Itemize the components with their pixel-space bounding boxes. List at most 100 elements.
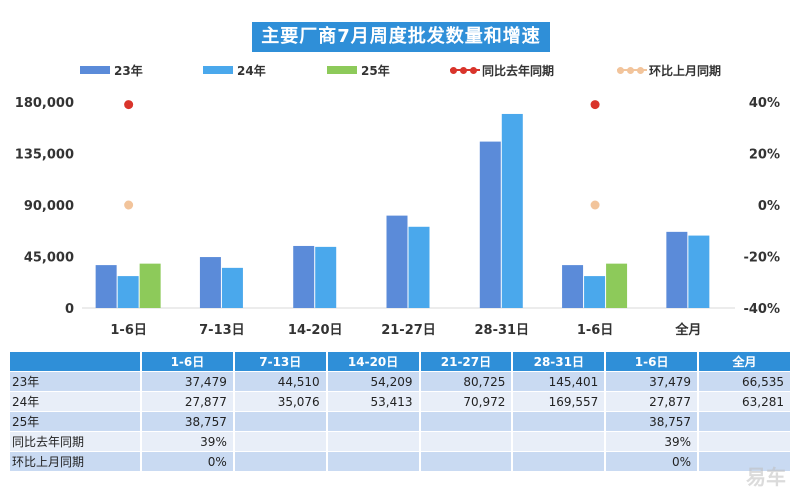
bar-24年 <box>117 276 139 308</box>
bar-23年 <box>199 257 221 308</box>
table-cell: 27,877 <box>142 392 235 412</box>
x-tick-label: 21-27日 <box>381 323 436 338</box>
table-cell <box>327 412 421 432</box>
table-header-cell: 1-6日 <box>606 352 700 372</box>
x-tick-label: 全月 <box>674 322 701 338</box>
y-tick-label: 0 <box>65 302 74 317</box>
y-tick-label: 135,000 <box>15 148 74 163</box>
table-cell: 70,972 <box>420 392 514 412</box>
x-tick-label: 1-6日 <box>577 323 614 338</box>
table-cell: 35,076 <box>234 392 328 412</box>
table-cell: 80,725 <box>420 372 514 392</box>
table-cell: 38,757 <box>142 412 235 432</box>
table-cell: 39% <box>606 432 700 452</box>
table-cell <box>234 452 328 472</box>
table-row: 同比去年同期 39% 39% <box>10 432 792 452</box>
legend-label: 环比上月同期 <box>649 63 722 78</box>
table-cell <box>699 452 792 472</box>
table-cell <box>420 432 514 452</box>
table-cell: 54,209 <box>327 372 421 392</box>
table-body: 23年 37,479 44,510 54,209 80,725 145,401 37,479… <box>10 372 792 472</box>
y2-tick-label: -40% <box>743 302 780 317</box>
legend-marker <box>450 66 480 74</box>
table-row-label: 23年 <box>10 372 142 392</box>
table-cell <box>420 412 514 432</box>
table-header-cell: 28-31日 <box>513 352 607 372</box>
table-row-label: 环比上月同期 <box>10 452 142 472</box>
x-tick-label: 1-6日 <box>110 323 147 338</box>
table-cell: 37,479 <box>606 372 700 392</box>
y-tick-label: 180,000 <box>15 96 74 111</box>
table-cell: 0% <box>142 452 235 472</box>
table-row-label: 同比去年同期 <box>10 432 142 452</box>
table-cell <box>513 432 607 452</box>
y2-tick-label: 40% <box>749 96 780 111</box>
bar-24年 <box>688 235 710 308</box>
table-cell: 39% <box>142 432 235 452</box>
table-cell: 53,413 <box>327 392 421 412</box>
legend-marker <box>80 66 110 74</box>
bar-23年 <box>666 231 688 308</box>
legend-label: 同比去年同期 <box>482 63 555 78</box>
y2-tick-label: 0% <box>758 199 780 214</box>
table-header-cell: 14-20日 <box>327 352 421 372</box>
bar-23年 <box>293 245 315 308</box>
table-cell <box>327 432 421 452</box>
legend-item: 环比上月同期 <box>617 60 721 80</box>
legend-marker <box>617 66 647 74</box>
y-tick-label: 45,000 <box>24 251 74 266</box>
table-row-label: 25年 <box>10 412 142 432</box>
bar-24年 <box>221 267 243 308</box>
bar-23年 <box>562 265 584 308</box>
legend-item: 24年 <box>203 60 266 80</box>
table-row: 23年 37,479 44,510 54,209 80,725 145,401 37,479… <box>10 372 792 392</box>
table-header-row: 1-6日 7-13日 14-20日 21-27日 28-31日 1-6日 全月 <box>10 352 792 372</box>
table-header-cell: 全月 <box>699 352 792 372</box>
point-环比上月同期 <box>590 200 600 210</box>
x-tick-label: 28-31日 <box>474 323 529 338</box>
bar-23年 <box>386 215 408 308</box>
point-同比去年同期 <box>590 100 600 110</box>
chart-svg: 0 45,000 90,000 135,000 180,000 -40% -20% 0% 20%… <box>15 96 780 338</box>
table-row: 24年 27,877 35,076 53,413 70,972 169,557 27,877… <box>10 392 792 412</box>
chart-area: 0 45,000 90,000 135,000 180,000 -40% -20% 0% 20%… <box>15 22 780 338</box>
table-cell: 27,877 <box>606 392 700 412</box>
legend-label: 24年 <box>237 63 266 78</box>
x-tick-label: 14-20日 <box>288 323 343 338</box>
table-cell <box>513 412 607 432</box>
table-row: 25年 38,757 38,757 <box>10 412 792 432</box>
bar-25年 <box>139 263 161 308</box>
legend-item: 23年 <box>80 60 143 80</box>
bar-23年 <box>95 265 117 308</box>
table-corner-cell <box>10 352 142 372</box>
bar-24年 <box>315 246 337 308</box>
y-tick-label: 90,000 <box>24 199 74 214</box>
legend-label: 25年 <box>361 63 390 78</box>
watermark-logo: 易车 <box>746 465 786 489</box>
legend-marker <box>327 66 357 74</box>
y2-tick-label: -20% <box>743 251 780 266</box>
bar-23年 <box>479 141 501 308</box>
bar-24年 <box>501 113 523 308</box>
y2-tick-label: 20% <box>749 148 780 163</box>
legend-item: 同比去年同期 <box>450 60 554 80</box>
data-table: 1-6日 7-13日 14-20日 21-27日 28-31日 1-6日 全月 23年 37,… <box>10 352 792 472</box>
x-tick-label: 7-13日 <box>199 323 245 338</box>
chart-title: 主要厂商7月周度批发数量和增速 <box>252 22 550 52</box>
table-row-label: 24年 <box>10 392 142 412</box>
table-cell <box>513 452 607 472</box>
legend-item: 25年 <box>327 60 390 80</box>
table-header-cell: 1-6日 <box>142 352 235 372</box>
bar-24年 <box>584 276 606 308</box>
table-cell: 63,281 <box>699 392 792 412</box>
table-row: 环比上月同期 0% 0% <box>10 452 792 472</box>
legend-label: 23年 <box>114 63 143 78</box>
point-同比去年同期 <box>124 100 134 110</box>
table-cell <box>699 432 792 452</box>
table-cell <box>234 432 328 452</box>
point-环比上月同期 <box>124 200 134 210</box>
table-cell <box>420 452 514 472</box>
table-cell: 38,757 <box>606 412 700 432</box>
table-cell: 169,557 <box>513 392 607 412</box>
table-cell: 44,510 <box>234 372 328 392</box>
